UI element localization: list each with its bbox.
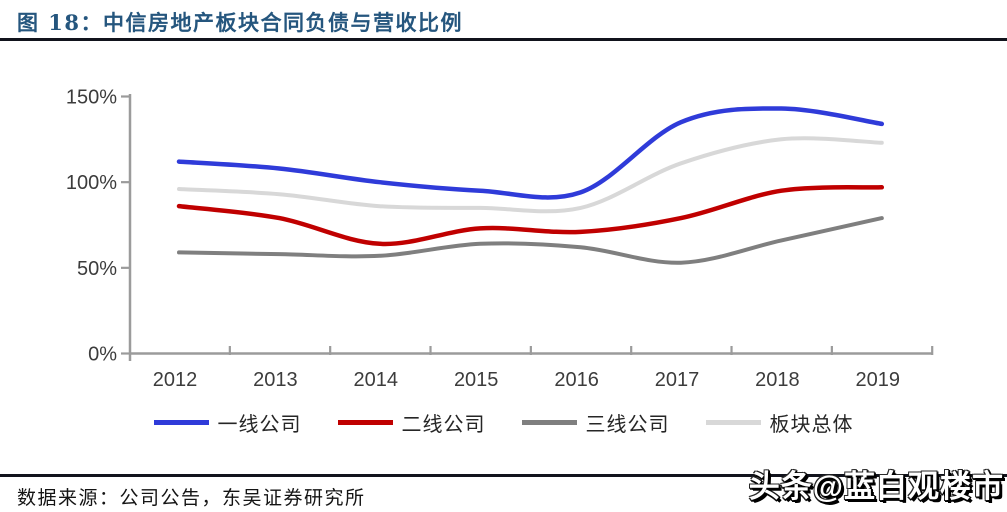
x-axis-label: 2017 <box>655 369 700 391</box>
chart-legend: 一线公司 二线公司 三线公司 板块总体 <box>0 408 1007 437</box>
legend-item-2: 三线公司 <box>521 408 670 437</box>
x-axis-label: 2012 <box>153 369 198 391</box>
x-axis-label: 2018 <box>755 369 800 391</box>
y-axis-label: 100% <box>66 172 117 194</box>
legend-item-1: 二线公司 <box>337 408 486 437</box>
y-axis-label: 0% <box>88 344 117 366</box>
figure-title: 图 18：中信房地产板块合同负债与营收比例 <box>17 10 464 35</box>
legend-item-3: 板块总体 <box>705 408 854 437</box>
legend-swatch-3 <box>705 420 761 425</box>
series-line-1 <box>176 185 885 247</box>
series-line-2 <box>177 216 884 265</box>
series-line-0 <box>176 106 885 200</box>
legend-label-0: 一线公司 <box>217 412 302 436</box>
x-axis-label: 2014 <box>354 369 399 391</box>
legend-item-0: 一线公司 <box>153 408 302 437</box>
legend-swatch-1 <box>337 420 393 425</box>
y-axis-label: 50% <box>77 258 117 280</box>
title-divider <box>0 38 1007 41</box>
legend-swatch-0 <box>153 420 209 425</box>
data-source: 数据来源：公司公告，东吴证券研究所 <box>17 487 366 509</box>
legend-label-3: 板块总体 <box>769 412 854 436</box>
y-axis-label: 150% <box>66 87 117 109</box>
x-axis-label: 2019 <box>856 369 901 391</box>
watermark: 头条@蓝白观楼市 <box>748 469 1004 504</box>
legend-label-2: 三线公司 <box>585 412 670 436</box>
x-axis-label: 2013 <box>253 369 298 391</box>
series-line-3 <box>177 136 884 214</box>
x-axis-label: 2016 <box>554 369 599 391</box>
legend-label-1: 二线公司 <box>401 412 486 436</box>
x-axis-label: 2015 <box>454 369 499 391</box>
legend-swatch-2 <box>521 420 577 425</box>
footer-divider <box>0 474 1007 477</box>
line-chart: 0% 50% 100% 150% 2012 2013 2014 2015 2016 2017 201… <box>66 87 934 391</box>
